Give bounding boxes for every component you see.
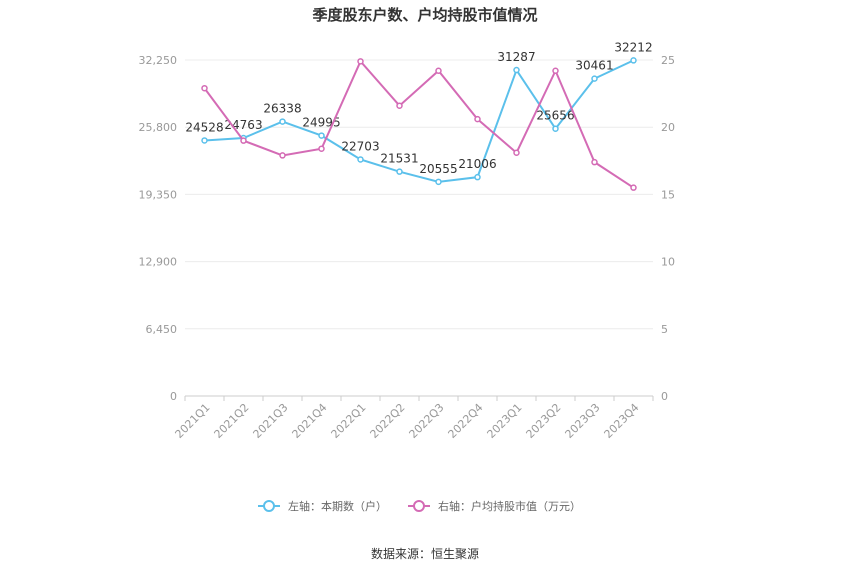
series-2-point [357, 58, 364, 65]
left-tick-label: 12,900 [139, 256, 178, 269]
data-label: 21531 [380, 152, 418, 166]
source-note: 数据来源：恒生聚源 [371, 546, 479, 561]
series-2-point [396, 102, 403, 109]
x-axis-ticks: 2021Q12021Q22021Q32021Q42022Q12022Q22022… [173, 396, 654, 441]
series-2-point [591, 158, 598, 166]
series-2-point [474, 115, 481, 123]
chart-title: 季度股东户数、户均持股市值情况 [312, 6, 537, 24]
x-tick-label: 2023Q3 [563, 401, 603, 441]
data-label: 31287 [497, 50, 535, 64]
legend-label: 右轴：户均持股市值（万元） [438, 499, 581, 513]
left-axis-ticks: 0 6,450 12,900 19,350 25,800 32,250 [139, 54, 178, 403]
series-2-point [630, 184, 637, 191]
x-tick-label: 2022Q1 [329, 401, 369, 441]
right-tick-label: 20 [661, 121, 675, 134]
series-2-point [318, 145, 325, 152]
series-line-2 [203, 59, 635, 189]
x-tick-label: 2023Q2 [524, 401, 564, 441]
right-tick-label: 25 [661, 54, 675, 67]
series-1-point [435, 178, 442, 186]
legend-swatch-marker [263, 500, 275, 512]
data-label: 24528 [185, 120, 223, 134]
series-2-point [552, 67, 559, 75]
left-tick-label: 25,800 [139, 121, 178, 134]
x-tick-label: 2021Q3 [251, 401, 291, 441]
series-1-point [201, 137, 208, 144]
data-label: 25656 [536, 109, 574, 123]
data-label: 30461 [575, 59, 613, 73]
x-tick-label: 2021Q1 [173, 401, 213, 441]
series-1-point [357, 156, 364, 163]
legend-label: 左轴：本期数（户） [288, 499, 387, 513]
series-1-point [474, 173, 481, 181]
series-2-point [513, 149, 520, 156]
data-label: 26338 [263, 102, 301, 116]
left-tick-label: 32,250 [139, 54, 178, 67]
x-tick-label: 2021Q2 [212, 401, 252, 441]
series-1-point [279, 118, 286, 125]
series-2-point [201, 84, 208, 92]
series-2-point [435, 67, 442, 75]
data-label: 24763 [224, 118, 262, 132]
legend-swatch-marker [413, 500, 425, 512]
x-tick-label: 2021Q4 [290, 401, 330, 441]
grid-lines [185, 59, 653, 397]
right-axis-ticks: 0 5 10 15 20 25 [661, 54, 675, 403]
left-tick-label: 19,350 [139, 188, 178, 201]
series-1-point [318, 132, 325, 139]
series-1-point [396, 168, 403, 175]
left-tick-label: 0 [170, 390, 177, 403]
series-line-1 [204, 59, 634, 183]
legend: 左轴：本期数（户） 右轴：户均持股市值（万元） [258, 499, 581, 513]
series-1-point [513, 66, 520, 74]
series-2-point [240, 137, 247, 144]
data-label: 21006 [458, 157, 496, 171]
right-tick-label: 5 [661, 323, 668, 336]
right-tick-label: 0 [661, 390, 668, 403]
data-label: 20555 [419, 162, 457, 176]
x-tick-label: 2022Q4 [446, 401, 486, 441]
x-tick-label: 2022Q2 [368, 401, 408, 441]
series-1-point [630, 57, 637, 64]
x-tick-label: 2022Q3 [407, 401, 447, 441]
right-tick-label: 10 [661, 256, 675, 269]
series-1-point [591, 75, 598, 82]
right-tick-label: 15 [661, 188, 675, 201]
x-tick-label: 2023Q1 [485, 401, 525, 441]
x-tick-label: 2023Q4 [602, 401, 642, 441]
series-2-point [279, 152, 286, 159]
data-label: 32212 [614, 40, 652, 54]
left-tick-label: 6,450 [146, 323, 178, 336]
data-label: 22703 [341, 139, 379, 153]
series-1-point [552, 125, 559, 132]
